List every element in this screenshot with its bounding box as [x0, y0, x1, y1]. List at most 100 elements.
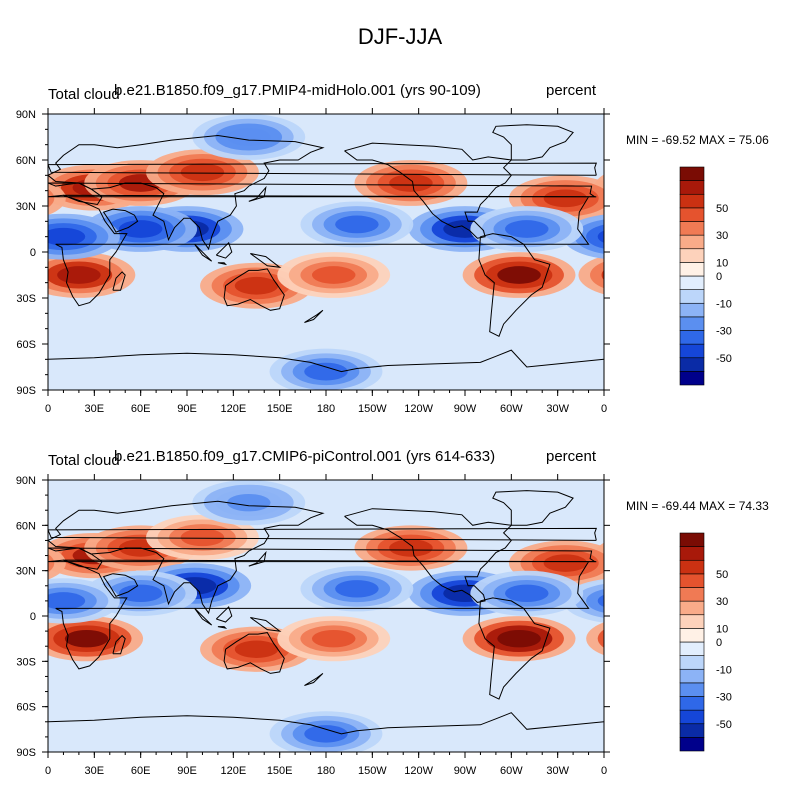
- coastline: [304, 309, 324, 323]
- coastline: [248, 185, 267, 202]
- colorbar-label: 10: [716, 257, 728, 269]
- colorbar-swatch: [679, 357, 705, 372]
- coastline: [344, 508, 513, 603]
- coastline: [112, 634, 126, 655]
- data-blob: [118, 220, 163, 238]
- data-blob: [737, 529, 781, 546]
- x-tick-label: 0: [45, 403, 51, 415]
- colorbar-swatch: [679, 655, 705, 670]
- data-blob: [0, 616, 19, 661]
- x-tick-label: 150E: [267, 765, 293, 777]
- colorbar-label: -50: [716, 353, 732, 365]
- data-blob: [779, 272, 800, 299]
- coastline: [344, 142, 513, 239]
- y-tick-label: 90S: [16, 747, 36, 759]
- data-blob: [227, 493, 271, 512]
- data-blob: [311, 629, 356, 648]
- x-tick-label: 0: [601, 765, 607, 777]
- colorbar-swatch: [679, 546, 705, 561]
- data-blob: [597, 629, 604, 648]
- data-blob: [335, 215, 379, 234]
- data-blob: [0, 621, 8, 657]
- colorbar-swatch: [679, 234, 705, 250]
- y-tick-label: 30S: [16, 293, 36, 305]
- data-blob: [311, 266, 356, 284]
- colorbar-label: -10: [716, 298, 732, 310]
- data-blob: [335, 580, 379, 598]
- coastline: [112, 271, 126, 291]
- colorbar-swatch: [679, 316, 705, 331]
- colorbar-swatch: [679, 166, 705, 181]
- colorbar-swatch: [679, 587, 705, 602]
- x-tick-label: 120W: [404, 765, 433, 777]
- data-blob: [304, 725, 348, 743]
- data-blob: [768, 631, 800, 667]
- data-blob: [729, 577, 773, 594]
- x-tick-label: 90W: [454, 765, 477, 777]
- colorbar-label: -30: [716, 326, 732, 338]
- coastline: [304, 672, 324, 686]
- panel-2-minmax: MIN = -69.44 MAX = 74.33: [626, 499, 769, 513]
- panel-1-minmax: MIN = -69.52 MAX = 75.06: [626, 133, 769, 147]
- colorbar-swatch: [679, 193, 705, 209]
- coastline: [48, 527, 598, 541]
- data-blob: [0, 211, 16, 247]
- data-blob: [617, 174, 684, 201]
- x-tick-label: 120W: [404, 403, 433, 415]
- data-blob: [389, 539, 433, 557]
- y-tick-label: 60S: [16, 702, 36, 714]
- data-blob: [118, 584, 163, 603]
- coastline: [478, 233, 551, 337]
- data-blob: [497, 266, 541, 284]
- panel-1-field: [0, 114, 800, 390]
- x-tick-label: 150E: [267, 403, 293, 415]
- coastline: [55, 559, 597, 670]
- data-blob: [609, 625, 676, 652]
- coastline: [217, 262, 228, 266]
- coastline: [55, 194, 597, 307]
- data-blob: [771, 489, 800, 516]
- colorbar-swatch: [679, 532, 705, 547]
- colorbar-swatch: [679, 628, 705, 643]
- data-blob: [791, 641, 800, 658]
- x-tick-label: 30W: [546, 403, 569, 415]
- data-blob: [497, 629, 541, 648]
- data-blob: [48, 181, 66, 216]
- data-blob: [505, 584, 549, 603]
- x-tick-label: 30E: [85, 403, 105, 415]
- coastline: [48, 712, 604, 735]
- colorbar-swatch: [679, 180, 705, 195]
- data-blob: [505, 220, 549, 238]
- data-blob: [698, 211, 788, 247]
- coastline: [223, 632, 285, 674]
- panel-2-center-title: b.e21.B1850.f09_g17.CMIP6-piControl.001 …: [114, 448, 496, 465]
- coastline: [492, 490, 574, 526]
- colorbar-swatch: [679, 723, 705, 738]
- x-tick-label: 150W: [358, 403, 387, 415]
- data-blob: [57, 266, 101, 284]
- coastline: [102, 208, 139, 233]
- colorbar-label: 0: [716, 637, 722, 649]
- data-blob: [725, 159, 792, 186]
- colorbar-label: -10: [716, 664, 732, 676]
- data-blob: [702, 515, 800, 560]
- x-tick-label: 60E: [131, 403, 151, 415]
- coastline: [217, 626, 228, 629]
- figure-title: DJF-JJA: [357, 24, 443, 49]
- panel-2-field: [0, 480, 800, 752]
- data-blob: [783, 494, 800, 511]
- colorbar-label: -50: [716, 719, 732, 731]
- colorbar-swatch: [679, 275, 705, 290]
- x-tick-label: 150W: [358, 765, 387, 777]
- x-tick-label: 120E: [220, 403, 246, 415]
- panel-2-left-title: Total cloud: [48, 452, 120, 469]
- y-tick-label: 60N: [16, 155, 36, 167]
- x-tick-label: 90E: [177, 765, 197, 777]
- colorbar-swatch: [679, 207, 705, 222]
- coastline: [223, 268, 285, 311]
- data-blob: [597, 230, 604, 243]
- data-blob: [725, 524, 792, 551]
- colorbar-swatch: [679, 559, 705, 575]
- y-tick-label: 0: [30, 247, 36, 259]
